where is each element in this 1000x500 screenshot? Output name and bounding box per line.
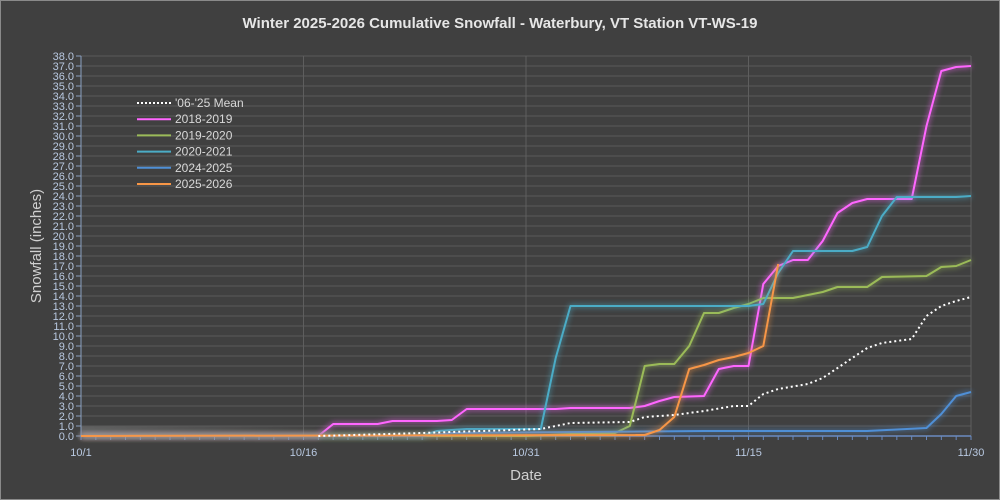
y-tick-label: 24.0 [53,191,74,203]
x-tick-label: 10/1 [70,447,91,459]
y-tick-label: 1.0 [59,421,74,433]
legend-label: 2024-2025 [175,161,233,175]
x-tick-label: 10/31 [512,447,540,459]
y-tick-label: 9.0 [59,341,74,353]
y-tick-label: 30.0 [53,131,74,143]
y-tick-label: 18.0 [53,251,74,263]
legend: '06-'25 Mean 2018-2019 2019-2020 2020-2021 2… [137,96,244,191]
y-tick-label: 26.0 [53,171,74,183]
x-axis-label: Date [510,467,542,484]
y-axis-label: Snowfall (inches) [28,189,45,303]
y-tick-label: 36.0 [53,71,74,83]
y-tick-label: 16.0 [53,271,74,283]
legend-label: 2018-2019 [175,112,233,126]
series-line-06-25-Mean [318,296,972,437]
y-tick-label: 27.0 [53,161,74,173]
y-tick-label: 8.0 [59,351,74,363]
grid [80,55,972,437]
x-tick-label: 10/16 [290,447,318,459]
y-tick-label: 19.0 [53,241,74,253]
y-tick-label: 17.0 [53,261,74,273]
y-tick-label: 35.0 [53,81,74,93]
series-line-2020-2021 [81,195,972,437]
legend-label: 2025-2026 [175,177,233,191]
y-tick-label: 4.0 [59,391,74,403]
y-tick-label: 25.0 [53,181,74,193]
y-tick-label: 20.0 [53,231,74,243]
y-tick-label: 15.0 [53,281,74,293]
baseline-band [81,426,341,436]
x-axis: 10/1 10/16 10/31 11/15 11/30 [70,435,985,459]
y-tick-label: 2.0 [59,411,74,423]
y-tick-label: 3.0 [59,401,74,413]
legend-label: '06-'25 Mean [175,96,244,110]
y-tick-label: 0.0 [59,431,74,443]
y-tick-label: 6.0 [59,371,74,383]
y-tick-label: 29.0 [53,141,74,153]
x-tick-label: 11/30 [958,447,985,459]
y-tick-label: 31.0 [53,121,74,133]
y-tick-label: 34.0 [53,91,74,103]
series-lines [80,65,972,437]
y-tick-label: 33.0 [53,101,74,113]
y-tick-label: 32.0 [53,111,74,123]
x-tick-label: 11/15 [735,447,762,459]
series-line-2025-2026 [80,263,780,437]
y-axis: 0.01.02.03.04.05.06.07.08.09.010.011.012… [53,51,82,443]
y-tick-label: 7.0 [59,361,74,373]
y-tick-label: 21.0 [53,221,74,233]
y-tick-label: 28.0 [53,151,74,163]
y-tick-label: 11.0 [53,321,74,333]
y-tick-label: 22.0 [53,211,74,223]
y-tick-label: 37.0 [53,61,74,73]
y-tick-label: 10.0 [53,331,74,343]
chart-title: Winter 2025-2026 Cumulative Snowfall - W… [243,15,758,32]
y-tick-label: 5.0 [59,381,74,393]
legend-label: 2019-2020 [175,128,233,142]
y-tick-label: 12.0 [53,311,74,323]
y-tick-label: 13.0 [53,301,74,313]
y-tick-label: 38.0 [53,51,74,63]
legend-label: 2020-2021 [175,145,233,159]
y-tick-label: 23.0 [53,201,74,213]
series-line-2018-2019 [81,65,972,437]
y-tick-label: 14.0 [53,291,74,303]
